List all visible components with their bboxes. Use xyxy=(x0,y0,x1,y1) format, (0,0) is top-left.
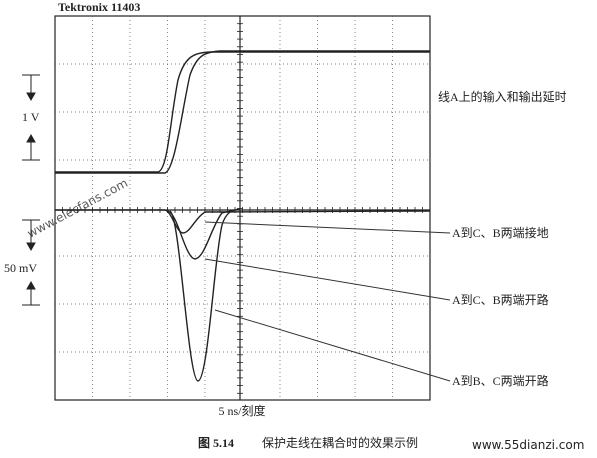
leader-line xyxy=(214,309,451,382)
annotation: A到B、C两端开路 xyxy=(452,373,549,388)
caption-label: 图 5.14 xyxy=(198,436,234,450)
scale-markers xyxy=(22,74,40,306)
open-trace-2 xyxy=(169,208,241,382)
graticule xyxy=(54,15,431,400)
annotation: A到C、B两端开路 xyxy=(452,292,549,307)
watermark: www.55dianzi.com xyxy=(472,438,584,452)
watermark: www.elecfans.com xyxy=(25,176,130,241)
time-scale: 5 ns/刻度 xyxy=(218,403,265,418)
caption-text: 保护走线在耦合时的效果示例 xyxy=(262,435,418,450)
input-trace xyxy=(55,51,430,173)
mv-scale: 50 mV xyxy=(4,261,37,275)
scope-title: Tektronix 11403 xyxy=(58,0,140,14)
volt-scale: 1 V xyxy=(22,110,40,124)
annotation: A到C、B两端接地 xyxy=(452,225,549,240)
leader-line xyxy=(204,258,451,301)
leader-line xyxy=(204,221,451,234)
output-trace xyxy=(55,50,430,174)
grounded-trace xyxy=(55,209,431,234)
annotation: 线A上的输入和输出延时 xyxy=(438,89,567,104)
